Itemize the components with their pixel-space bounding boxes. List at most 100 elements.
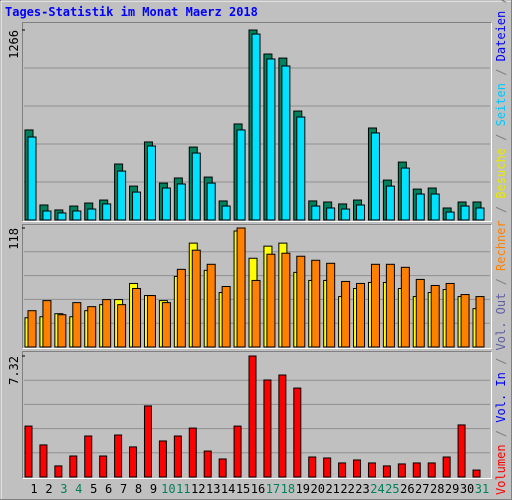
bar — [326, 207, 336, 221]
x-tick-label: 13 — [206, 482, 220, 496]
bar — [263, 379, 272, 478]
x-tick-label: 12 — [191, 482, 205, 496]
legend-separator: / — [494, 278, 508, 285]
x-tick-label: 8 — [135, 482, 142, 496]
x-tick-label: 21 — [325, 482, 339, 496]
legend-entry: Dateien — [494, 11, 508, 62]
bar — [356, 204, 366, 221]
bar — [57, 212, 67, 221]
bar — [27, 310, 37, 348]
x-tick-label: 18 — [281, 482, 295, 496]
x-tick-label: 29 — [445, 482, 459, 496]
bar — [400, 167, 410, 221]
bar — [278, 374, 287, 478]
x-tick-label: 23 — [355, 482, 369, 496]
x-tick-label: 6 — [105, 482, 112, 496]
legend-entry: Rechner — [494, 220, 508, 271]
bar — [382, 465, 391, 478]
legend-entry: Vol. In — [494, 372, 508, 423]
x-tick-label: 7 — [120, 482, 127, 496]
legend-entry: Volumen — [494, 444, 508, 495]
bar — [338, 462, 347, 478]
bar — [248, 355, 257, 478]
x-tick-label: 14 — [221, 482, 235, 496]
bar — [114, 434, 123, 478]
bar — [146, 145, 156, 221]
legend-separator: / — [494, 358, 508, 365]
bar — [385, 263, 395, 348]
bar — [146, 295, 156, 348]
bar — [161, 187, 171, 221]
bar — [129, 446, 138, 478]
bar — [143, 405, 152, 478]
legend-separator — [494, 271, 508, 278]
bar — [132, 191, 142, 221]
bar — [158, 440, 167, 478]
bar — [161, 302, 171, 348]
legend-entry: Seiten — [494, 83, 508, 126]
legend-entry: Besuche — [494, 148, 508, 199]
x-tick-label: 3 — [60, 482, 67, 496]
bar — [457, 424, 466, 478]
bar — [326, 262, 336, 348]
x-tick-label: 2 — [45, 482, 52, 496]
x-tick-label: 16 — [251, 482, 265, 496]
bar — [400, 266, 410, 348]
bar — [281, 65, 291, 221]
legend-separator: / — [494, 134, 508, 141]
bar — [206, 182, 216, 221]
legend-separator — [494, 213, 508, 220]
panel-shadow — [22, 224, 492, 349]
bar — [54, 465, 63, 478]
x-tick-label: 4 — [75, 482, 82, 496]
legend-entry: Vol. Out — [494, 293, 508, 351]
y-tick-label: 1266 — [7, 30, 21, 59]
y-tick-label: 118 — [7, 228, 21, 250]
bar — [427, 462, 436, 478]
x-tick-label: 19 — [296, 482, 310, 496]
bar — [72, 302, 82, 348]
panel — [22, 351, 492, 479]
bar — [293, 387, 302, 478]
legend-separator: / — [494, 206, 508, 213]
bar — [442, 456, 451, 478]
bar — [385, 185, 395, 221]
bar — [42, 210, 52, 221]
x-tick-label: 17 — [266, 482, 280, 496]
legend-separator — [494, 365, 508, 372]
x-tick-label: 28 — [430, 482, 444, 496]
bar — [412, 462, 421, 478]
bar — [281, 252, 291, 348]
bar — [102, 203, 112, 221]
bar — [188, 427, 197, 478]
legend-separator — [494, 61, 508, 68]
legend-separator — [494, 199, 508, 206]
bar — [341, 280, 351, 348]
bar — [176, 183, 186, 221]
bar — [27, 136, 37, 221]
legend-separator — [494, 4, 508, 11]
bar — [117, 170, 127, 221]
x-tick-label: 24 — [370, 482, 384, 496]
legend-separator — [494, 76, 508, 83]
x-tick-label: 30 — [460, 482, 474, 496]
bar — [42, 300, 52, 348]
panel-shadow — [22, 351, 492, 479]
legend-separator — [494, 126, 508, 133]
bar — [397, 463, 406, 478]
bar — [251, 279, 261, 348]
x-tick-label: 10 — [161, 482, 175, 496]
bar — [72, 210, 82, 221]
bar — [460, 294, 470, 348]
bar — [296, 255, 306, 348]
legend-separator: / — [494, 69, 508, 76]
bar — [191, 152, 201, 221]
bar — [472, 469, 481, 478]
bar — [236, 129, 246, 221]
bar — [99, 455, 108, 478]
bar — [311, 259, 321, 348]
bar — [475, 296, 485, 348]
bar — [415, 193, 425, 221]
legend-separator: / — [494, 430, 508, 437]
